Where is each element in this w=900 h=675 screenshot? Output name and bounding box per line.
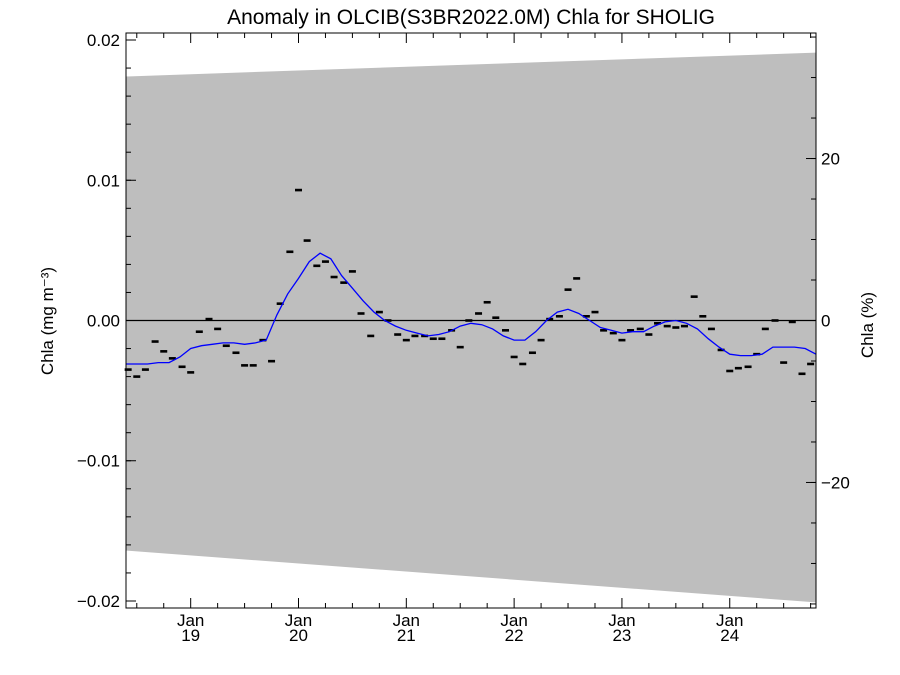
y-tick-label: −0.02 <box>77 592 120 611</box>
y-axis-label-right: Chla (%) <box>858 292 877 358</box>
x-tick-label-year: 20 <box>289 626 308 645</box>
y-right-tick-label: 0 <box>821 312 830 331</box>
y-tick-label: −0.01 <box>77 452 120 471</box>
y-right-tick-label: −20 <box>821 473 850 492</box>
x-tick-label-year: 24 <box>720 626 739 645</box>
chart-title: Anomaly in OLCIB(S3BR2022.0M) Chla for S… <box>227 6 715 29</box>
x-tick-label-year: 23 <box>612 626 631 645</box>
x-tick-label-month: Jan <box>393 611 420 630</box>
x-tick-label-month: Jan <box>500 611 527 630</box>
x-tick-label-year: 22 <box>505 626 524 645</box>
x-tick-label-month: Jan <box>285 611 312 630</box>
y-right-tick-label: 20 <box>821 150 840 169</box>
x-tick-label-year: 19 <box>181 626 200 645</box>
x-tick-label-month: Jan <box>608 611 635 630</box>
uncertainty-band <box>126 52 816 603</box>
y-tick-label: 0.02 <box>87 31 120 50</box>
x-tick-label-month: Jan <box>716 611 743 630</box>
plot-area: Jan19Jan20Jan21Jan22Jan23Jan240.020.010.… <box>77 31 850 645</box>
x-tick-label-month: Jan <box>177 611 204 630</box>
y-tick-label: 0.01 <box>87 171 120 190</box>
x-tick-label-year: 21 <box>397 626 416 645</box>
y-axis-label-left: Chla (mg m⁻³) <box>38 267 57 375</box>
smoothed-series-line <box>126 252 817 365</box>
y-tick-label: 0.00 <box>87 312 120 331</box>
